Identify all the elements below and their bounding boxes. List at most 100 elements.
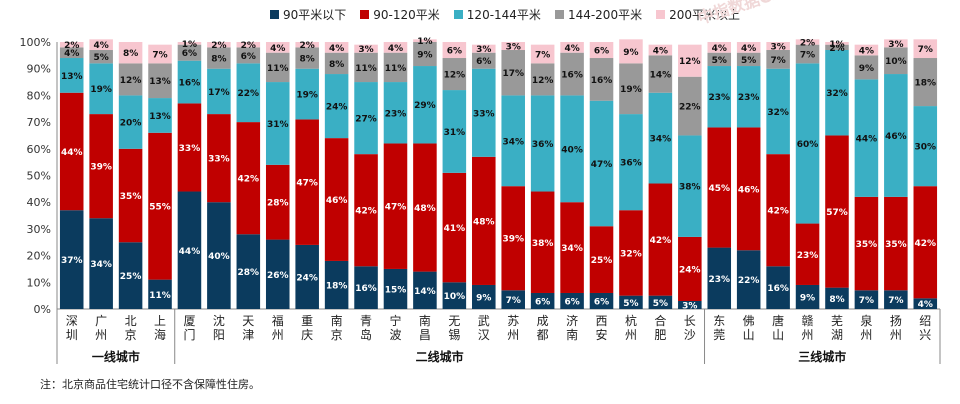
data-label: 44% [61, 148, 83, 158]
data-label: 16% [767, 284, 789, 294]
bar-segment [766, 266, 790, 309]
bar-segment [854, 79, 879, 197]
data-label: 35% [856, 240, 878, 250]
x-tick-label: 广州 [95, 314, 107, 342]
data-label: 5% [741, 56, 756, 66]
data-label: 5% [653, 299, 668, 309]
y-tick-label: 30% [27, 223, 51, 236]
bar-segment [854, 290, 879, 309]
bar-segment [324, 260, 349, 309]
bar-segment [472, 156, 496, 285]
x-tick-char: 湖 [831, 327, 843, 342]
data-label: 14% [414, 287, 436, 297]
data-label: 4% [388, 44, 403, 54]
data-label: 7% [770, 56, 785, 66]
legend-label: 144-200平米 [567, 8, 643, 22]
data-label: 2% [211, 41, 226, 51]
data-label: 7% [152, 51, 167, 61]
bar-segment [236, 63, 261, 123]
legend-swatch [656, 10, 666, 19]
legend-item: 144-200平米 [554, 6, 643, 23]
bar-segment [148, 63, 172, 99]
bar-segment [736, 250, 761, 309]
data-label: 2% [64, 41, 79, 51]
data-label: 29% [414, 101, 436, 111]
data-label: 13% [149, 112, 171, 122]
data-label: 8% [123, 49, 138, 59]
bar-segment [383, 42, 408, 53]
bar-segment [148, 44, 172, 64]
data-label: 4% [712, 44, 727, 54]
x-tick-char: 汉 [478, 328, 490, 342]
bar-segment [530, 63, 555, 96]
bar-segment [383, 143, 408, 269]
data-label: 13% [61, 72, 83, 82]
data-label: 57% [826, 208, 848, 218]
legend-label: 200平米以上 [669, 8, 740, 22]
x-tick-char: 京 [331, 328, 343, 342]
data-label: 6% [594, 297, 609, 307]
y-tick-label: 50% [27, 170, 51, 183]
data-label: 8% [211, 55, 226, 65]
x-tick-char: 州 [890, 328, 902, 342]
x-tick-char: 沙 [684, 328, 696, 342]
bar-segment [884, 39, 908, 48]
bar-segment [354, 154, 378, 267]
bar-segment [501, 290, 525, 309]
data-label: 9% [417, 51, 432, 61]
x-tick-label: 西安 [596, 314, 608, 342]
data-label: 22% [679, 103, 701, 113]
bar-segment [589, 292, 614, 309]
data-label: 6% [241, 52, 256, 62]
data-label: 3% [888, 40, 903, 50]
x-tick-char: 杭 [625, 313, 637, 328]
y-tick-label: 70% [27, 116, 51, 129]
bar-segment [295, 119, 319, 245]
data-label: 4% [918, 300, 933, 310]
x-tick-char: 唐 [772, 313, 784, 328]
data-label: 2% [829, 44, 844, 54]
data-label: 33% [208, 155, 230, 165]
data-label: 2% [300, 41, 315, 51]
x-tick-char: 莞 [713, 328, 725, 342]
data-label: 32% [620, 249, 642, 259]
data-label: 8% [329, 60, 344, 70]
data-label: 24% [679, 265, 701, 275]
data-label: 22% [238, 89, 260, 99]
data-label: 7% [859, 296, 874, 306]
data-label: 11% [149, 291, 171, 301]
bar-segment [913, 298, 938, 309]
bar-segment [795, 44, 820, 64]
bar-segment [265, 164, 290, 240]
bar-segment [825, 44, 849, 51]
bar-segment [442, 58, 467, 91]
x-tick-char: 广 [95, 314, 107, 328]
bar-segment [442, 42, 467, 59]
data-label: 6% [535, 297, 550, 307]
bar-segment [207, 47, 231, 69]
x-tick-char: 海 [154, 327, 166, 342]
bar-segment [413, 66, 437, 144]
x-tick-label: 唐山 [772, 313, 784, 342]
bar-segment [118, 148, 143, 243]
data-label: 19% [620, 85, 642, 95]
x-tick-char: 沈 [213, 313, 225, 328]
group-label: 三线城市 [798, 349, 846, 364]
bar-segment [295, 244, 319, 309]
bar-segment [236, 122, 261, 235]
bar-segment [324, 52, 349, 75]
bar-segment [854, 55, 879, 80]
legend-label: 120-144平米 [466, 8, 541, 22]
bar-segment [766, 50, 790, 69]
data-label: 7% [800, 51, 815, 61]
bar-segment [442, 282, 467, 309]
bar-segment [560, 202, 584, 293]
bar-segment [589, 100, 614, 227]
data-label: 40% [561, 145, 583, 155]
data-label: 1% [182, 40, 197, 50]
bar-segment [413, 39, 437, 42]
bar-segment [707, 52, 732, 67]
bar-segment [177, 191, 202, 309]
y-tick-label: 10% [27, 276, 51, 289]
data-label: 47% [385, 203, 407, 213]
